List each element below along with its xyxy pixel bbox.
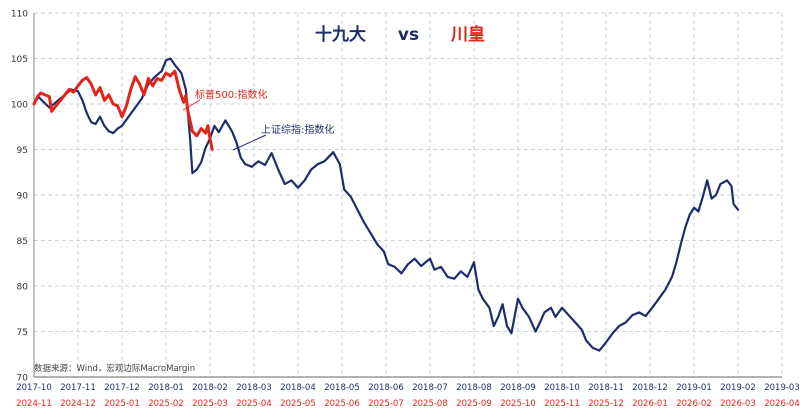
x-tick-label-top: 2018-02 bbox=[192, 383, 228, 393]
y-tick-label: 80 bbox=[17, 283, 29, 293]
x-tick-label-bottom: 2025-10 bbox=[500, 399, 536, 409]
y-tick-label: 75 bbox=[17, 328, 28, 338]
x-tick-label-top: 2018-10 bbox=[544, 383, 580, 393]
x-tick-label-top: 2018-07 bbox=[412, 383, 448, 393]
x-tick-label-top: 2018-03 bbox=[236, 383, 272, 393]
x-tick-label-bottom: 2025-06 bbox=[324, 399, 360, 409]
x-axis: 2017-10 2024-11 2017-11 2024-12 2017-12 2025-… bbox=[16, 376, 800, 409]
source-note: 数据来源：Wind，宏观边际MacroMargin bbox=[34, 364, 196, 374]
x-tick-label-top: 2018-04 bbox=[280, 383, 316, 393]
series-line-sp500 bbox=[32, 69, 214, 151]
chart-title: 十九大 vs 川皇 bbox=[0, 20, 800, 45]
x-tick-label-bottom: 2025-07 bbox=[368, 399, 404, 409]
x-tick-label-top: 2017-10 bbox=[16, 383, 52, 393]
y-axis: 70 75 80 85 90 95 100 105 110 bbox=[11, 10, 35, 384]
x-tick-label-bottom: 2024-11 bbox=[16, 399, 52, 409]
x-tick-label-bottom: 2026-03 bbox=[720, 399, 756, 409]
annotation-sp500: 标普500:指数化 bbox=[195, 90, 268, 101]
x-tick-label-top: 2018-06 bbox=[368, 383, 404, 393]
x-tick-label-bottom: 2025-05 bbox=[280, 399, 316, 409]
y-tick-label: 95 bbox=[17, 146, 28, 156]
y-tick-label: 70 bbox=[17, 374, 29, 384]
title-right: 川皇 bbox=[451, 25, 486, 45]
arrow-sp500 bbox=[182, 99, 201, 111]
y-tick-label: 110 bbox=[11, 10, 28, 20]
x-tick-label-top: 2019-03 bbox=[764, 383, 800, 393]
x-tick-label-top: 2019-01 bbox=[676, 383, 712, 393]
x-tick-label-bottom: 2025-08 bbox=[412, 399, 448, 409]
x-tick-label-top: 2018-01 bbox=[148, 383, 184, 393]
x-tick-label-bottom: 2025-01 bbox=[104, 399, 140, 409]
x-tick-label-bottom: 2025-09 bbox=[456, 399, 492, 409]
y-tick-label: 90 bbox=[17, 192, 29, 202]
x-tick-label-top: 2018-11 bbox=[588, 383, 624, 393]
x-tick-label-top: 2017-11 bbox=[60, 383, 96, 393]
x-tick-label-top: 2019-02 bbox=[720, 383, 756, 393]
x-tick-label-bottom: 2025-11 bbox=[544, 399, 580, 409]
x-tick-label-top: 2018-12 bbox=[632, 383, 668, 393]
y-tick-label: 85 bbox=[17, 237, 28, 247]
series-lines bbox=[32, 57, 740, 352]
x-tick-label-top: 2018-05 bbox=[324, 383, 360, 393]
x-tick-label-top: 2018-08 bbox=[456, 383, 492, 393]
title-left: 十九大 bbox=[314, 25, 366, 45]
x-tick-label-bottom: 2024-12 bbox=[60, 399, 96, 409]
title-vs: vs bbox=[397, 25, 420, 45]
y-tick-label: 100 bbox=[11, 101, 28, 111]
x-tick-label-bottom: 2026-04 bbox=[764, 399, 800, 409]
annotation-shanghai: 上证综指:指数化 bbox=[261, 125, 335, 136]
x-tick-label-top: 2017-12 bbox=[104, 383, 140, 393]
x-tick-label-top: 2018-09 bbox=[500, 383, 536, 393]
x-tick-label-bottom: 2025-03 bbox=[192, 399, 228, 409]
x-tick-label-bottom: 2026-01 bbox=[632, 399, 668, 409]
x-tick-label-bottom: 2025-04 bbox=[236, 399, 272, 409]
grid bbox=[33, 12, 783, 378]
x-tick-label-bottom: 2026-02 bbox=[676, 399, 712, 409]
x-tick-label-bottom: 2025-02 bbox=[148, 399, 184, 409]
x-tick-label-bottom: 2025-12 bbox=[588, 399, 624, 409]
y-tick-label: 105 bbox=[11, 55, 28, 65]
